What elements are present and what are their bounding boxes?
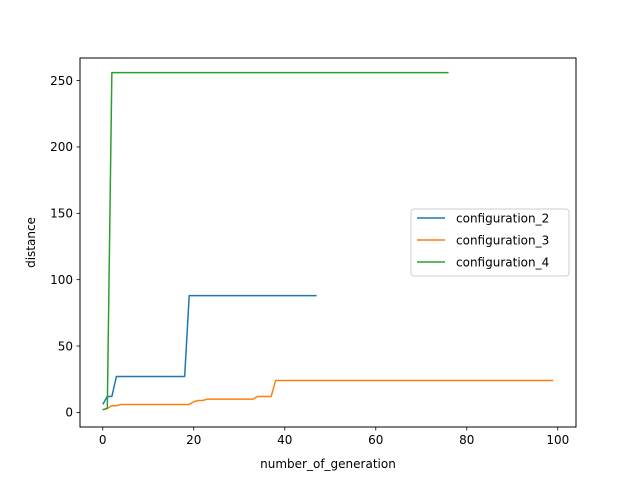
x-axis-label: number_of_generation [260,457,396,471]
y-tick-label: 250 [50,74,73,88]
x-tick-label: 40 [277,433,292,447]
y-axis-label: distance [24,217,38,268]
legend-frame [410,208,570,277]
y-axis: 0 50 100 150 200 250 [50,74,80,420]
x-tick-label: 80 [459,433,474,447]
legend-label-3: configuration_4 [456,255,549,269]
x-tick-label: 20 [186,433,201,447]
series-line-2 [102,379,554,411]
x-tick-label: 0 [99,433,107,447]
legend-label-1: configuration_2 [456,211,549,225]
y-tick-label: 50 [58,339,73,353]
y-tick-label: 150 [50,207,73,221]
legend: configuration_2 configuration_3 configurat… [410,208,570,277]
axes-frame [79,57,577,428]
y-tick-label: 0 [65,406,73,420]
series-line-3 [102,71,449,411]
plot-area [102,71,554,411]
legend-label-2: configuration_3 [456,233,549,247]
x-tick-label: 60 [368,433,383,447]
x-axis: 0 20 40 60 80 100 [99,427,569,447]
x-tick-label: 100 [546,433,569,447]
y-tick-label: 100 [50,273,73,287]
y-tick-label: 200 [50,140,73,154]
